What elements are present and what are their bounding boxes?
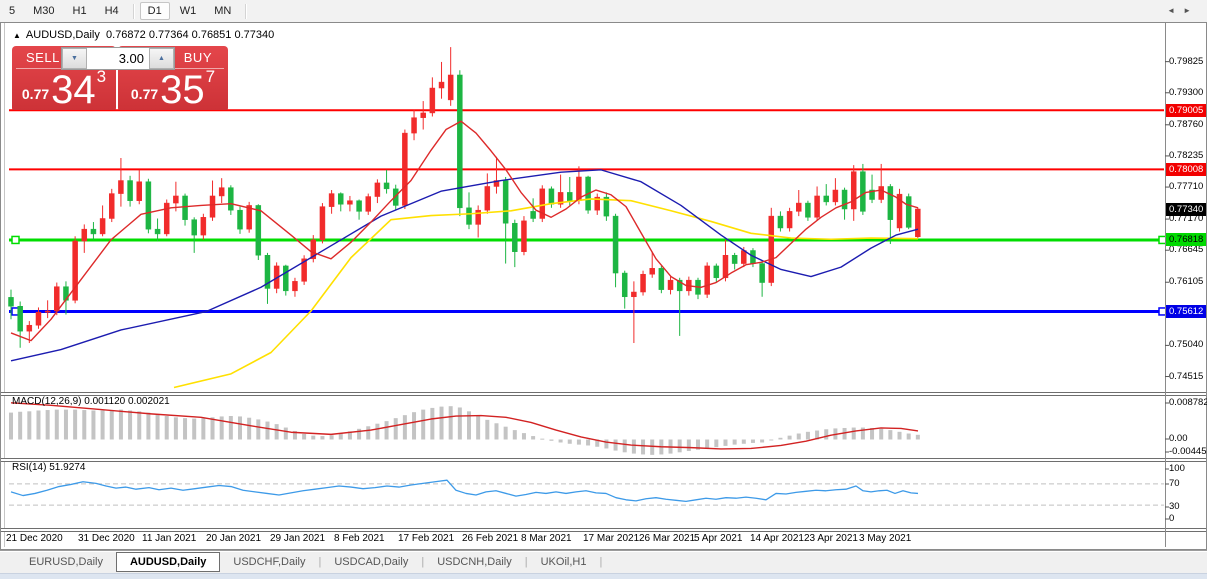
chart-ohlc-values: 0.76872 0.77364 0.76851 0.77340: [106, 29, 275, 41]
svg-text:20 Jan 2021: 20 Jan 2021: [206, 533, 261, 544]
spin-up-icon: ▲: [158, 55, 165, 62]
rsi-tick-label: 70: [1169, 478, 1180, 489]
horizontal-lines: [9, 109, 1167, 316]
tab-divider: |: [524, 556, 528, 568]
tab-scroll-right-icon[interactable]: ►: [1183, 6, 1199, 15]
tab-usdchf-daily[interactable]: USDCHF,Daily: [233, 556, 306, 568]
buy-label: BUY: [183, 50, 212, 65]
svg-text:8 Mar 2021: 8 Mar 2021: [521, 533, 572, 544]
svg-text:11 Jan 2021: 11 Jan 2021: [142, 533, 197, 544]
timeframe-button-w1[interactable]: W1: [179, 5, 197, 17]
tab-divider: |: [599, 556, 603, 568]
tab-divider: |: [318, 556, 322, 568]
price-badge-0-79005: 0.79005: [1166, 103, 1206, 117]
tab-eurusd-daily[interactable]: EURUSD,Daily: [29, 556, 103, 568]
chart-symbol-label: AUDUSD,Daily: [25, 29, 100, 41]
status-strip: [0, 573, 1207, 579]
timeframe-button-h4[interactable]: H4: [104, 5, 119, 17]
price-tick-label: 0.76105: [1169, 276, 1204, 288]
tab-divider: |: [421, 556, 425, 568]
sell-price-big: 34: [51, 68, 96, 112]
sell-price-superscript: 3: [96, 67, 107, 86]
date-axis: 21 Dec 2020 31 Dec 2020 11 Jan 2021 20 Jan …: [6, 533, 912, 544]
spin-down-icon: ▼: [71, 55, 78, 62]
price-tick-label: 0.79825: [1169, 55, 1204, 67]
volume-decrease-button[interactable]: ▼: [62, 48, 87, 69]
sell-price: 0.77 34 3: [12, 67, 116, 112]
rsi-tick-label: 30: [1169, 501, 1180, 512]
rsi-indicator-label: RSI(14) 51.9274: [12, 462, 86, 473]
tab-usdcad-daily[interactable]: USDCAD,Daily: [334, 556, 409, 568]
buy-price-superscript: 7: [205, 67, 216, 86]
price-tick-label: 0.77710: [1169, 181, 1204, 193]
price-badge-0-77340: 0.77340: [1166, 202, 1206, 216]
svg-text:26 Mar 2021: 26 Mar 2021: [639, 533, 696, 544]
svg-text:23 Apr 2021: 23 Apr 2021: [804, 533, 858, 544]
toolbar-divider: [245, 3, 247, 19]
macd-tick-label: -0.00445: [1169, 446, 1207, 457]
svg-text:26 Feb 2021: 26 Feb 2021: [462, 533, 519, 544]
tab-ukoil-h1[interactable]: UKOil,H1: [540, 556, 587, 568]
timeframe-button-m30[interactable]: M30: [33, 5, 55, 17]
sell-label: SELL: [26, 50, 60, 65]
buy-price-big: 35: [160, 68, 205, 112]
price-tick-label: 0.78235: [1169, 149, 1204, 161]
volume-increase-button[interactable]: ▲: [149, 48, 174, 69]
candles-layer: [8, 47, 921, 348]
svg-text:8 Feb 2021: 8 Feb 2021: [334, 533, 385, 544]
price-badge-0-78008: 0.78008: [1166, 162, 1206, 176]
timeframe-button-h1[interactable]: H1: [72, 5, 87, 17]
svg-text:29 Jan 2021: 29 Jan 2021: [270, 533, 325, 544]
price-badge-0-75612: 0.75612: [1166, 304, 1206, 318]
price-tick-label: 0.77170: [1169, 213, 1204, 225]
toolbar-divider: [132, 3, 134, 19]
timeframe-button-mn[interactable]: MN: [214, 5, 232, 17]
tab-scroll-left-icon[interactable]: ◄: [1167, 6, 1184, 15]
macd-indicator-label: MACD(12,26,9) 0.001120 0.002021: [12, 396, 170, 407]
one-click-trading-panel: SELL 0.77 34 3 BUY 0.77 35 7 ▼: [12, 46, 228, 111]
svg-text:31 Dec 2020: 31 Dec 2020: [78, 533, 135, 544]
price-tick-label: 0.78760: [1169, 118, 1204, 130]
volume-stepper: ▼ 3.00 ▲: [61, 47, 175, 70]
buy-price-small: 0.77: [130, 86, 159, 102]
timeframe-toolbar: 5 M30 H1 H4 D1 W1 MN: [0, 0, 1207, 23]
chart-window: 21 Dec 2020 31 Dec 2020 11 Jan 2021 20 Jan …: [0, 22, 1207, 550]
sell-price-small: 0.77: [21, 86, 50, 102]
chart-tab-bar: EURUSD,Daily AUDUSD,Daily USDCHF,Daily | USD…: [0, 550, 1207, 573]
price-tick-label: 0.76645: [1169, 244, 1204, 256]
svg-text:5 Apr 2021: 5 Apr 2021: [694, 533, 743, 544]
svg-text:14 Apr 2021: 14 Apr 2021: [750, 533, 804, 544]
tab-scroll-arrows: ◄►: [1167, 6, 1199, 15]
macd-tick-label: 0.00: [1169, 433, 1188, 444]
svg-text:21 Dec 2020: 21 Dec 2020: [6, 533, 63, 544]
macd-tick-label: 0.008782: [1169, 397, 1207, 408]
collapse-triangle-icon[interactable]: ▲: [13, 31, 21, 40]
rsi-tick-label: 0: [1169, 513, 1175, 524]
chart-canvas[interactable]: 21 Dec 2020 31 Dec 2020 11 Jan 2021 20 Jan …: [1, 23, 1206, 547]
tab-usdcnh-daily[interactable]: USDCNH,Daily: [437, 556, 512, 568]
price-tick-label: 0.74515: [1169, 370, 1204, 382]
svg-text:17 Mar 2021: 17 Mar 2021: [583, 533, 640, 544]
tab-audusd-daily[interactable]: AUDUSD,Daily: [115, 552, 221, 572]
price-tick-label: 0.79300: [1169, 86, 1204, 98]
volume-value[interactable]: 3.00: [118, 51, 144, 66]
svg-text:3 May 2021: 3 May 2021: [859, 533, 912, 544]
svg-text:17 Feb 2021: 17 Feb 2021: [398, 533, 455, 544]
rsi-tick-label: 100: [1169, 463, 1185, 474]
chart-title: ▲ AUDUSD,Daily 0.76872 0.77364 0.76851 0.…: [13, 29, 274, 41]
timeframe-button-5[interactable]: 5: [9, 5, 16, 17]
buy-price: 0.77 35 7: [118, 67, 228, 112]
price-tick-label: 0.75040: [1169, 339, 1204, 351]
timeframe-button-d1[interactable]: D1: [139, 2, 170, 20]
price-badge-0-76818: 0.76818: [1166, 233, 1206, 247]
